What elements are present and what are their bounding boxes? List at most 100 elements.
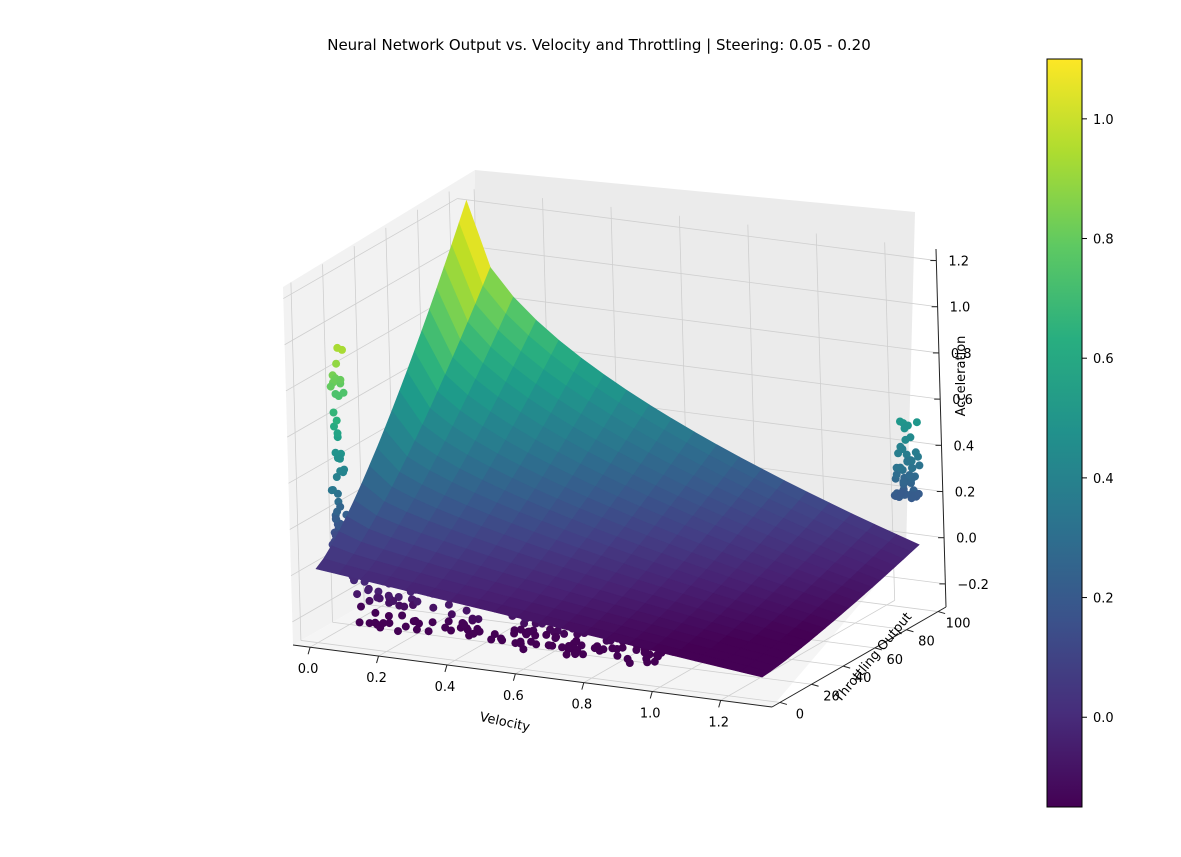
- scatter-point: [385, 619, 394, 628]
- y-tick-label: 0: [796, 707, 804, 722]
- x-axis-label: Velocity: [478, 710, 531, 735]
- scatter-point: [908, 492, 917, 501]
- x-tick-label: 0.8: [571, 698, 592, 713]
- scatter-point: [373, 593, 382, 602]
- grid-line: [284, 244, 459, 346]
- scatter-point: [562, 650, 571, 659]
- scatter-point: [374, 587, 383, 596]
- scatter-point: [475, 627, 484, 636]
- y-tick-label: 20: [823, 689, 840, 704]
- scatter-point: [613, 645, 621, 653]
- scatter-point: [355, 618, 364, 627]
- scatter-point: [912, 418, 921, 427]
- y-tick: [906, 629, 914, 633]
- scatter-point: [898, 445, 907, 454]
- grid-line: [459, 290, 939, 354]
- scatter-point: [560, 629, 569, 638]
- scatter-point: [336, 375, 345, 384]
- scatter-point: [331, 515, 340, 523]
- x-tick-label: 0.0: [298, 662, 319, 677]
- x-tick: [376, 655, 380, 664]
- x-tick: [307, 647, 311, 655]
- scatter-point: [650, 657, 659, 666]
- y-tick: [937, 611, 946, 615]
- scatter-point: [896, 463, 905, 472]
- scatter-point: [379, 619, 388, 628]
- scatter-point: [332, 473, 341, 481]
- z-axis-label: Acceleration: [954, 336, 969, 417]
- scatter-point: [444, 617, 453, 626]
- scatter-point: [903, 457, 912, 466]
- scatter-point: [905, 471, 914, 479]
- scatter-point: [384, 612, 393, 620]
- y-tick-label: 100: [946, 617, 971, 632]
- scatter-point: [892, 470, 901, 479]
- scatter-point: [326, 382, 335, 391]
- scatter-point: [498, 636, 507, 645]
- chart-title: Neural Network Output vs. Velocity and T…: [327, 36, 871, 54]
- scatter-point: [640, 648, 649, 657]
- scatter-point: [468, 614, 477, 623]
- scatter-point: [487, 635, 496, 644]
- scatter-point: [389, 597, 398, 605]
- scatter-point: [643, 658, 652, 667]
- scatter-point: [394, 627, 402, 636]
- scatter-point: [333, 343, 342, 352]
- scatter-point: [447, 610, 456, 619]
- scatter-point: [462, 606, 471, 615]
- scatter-point: [333, 429, 342, 438]
- scatter-point: [429, 603, 438, 612]
- grid-line: [458, 244, 938, 308]
- x-tick: [581, 682, 585, 690]
- scatter-point: [329, 408, 338, 417]
- x-tick: [649, 691, 653, 699]
- scatter-point: [908, 464, 916, 472]
- z-tick-label: 0.0: [956, 532, 977, 547]
- scatter-point: [424, 627, 433, 636]
- scatter-point: [531, 631, 540, 640]
- scatter-point: [339, 388, 348, 397]
- scatter-point: [625, 659, 634, 667]
- y-tick-label: 80: [918, 635, 935, 650]
- scatter-point: [333, 507, 342, 516]
- scatter-point: [398, 611, 407, 620]
- z-axis-line: [935, 248, 947, 608]
- colorbar-tick-label: 1.0: [1093, 113, 1114, 128]
- scatter-point: [525, 627, 534, 636]
- scatter-point: [632, 646, 641, 654]
- scatter-point: [558, 643, 567, 652]
- scatter-point: [911, 448, 920, 457]
- x-tick: [512, 673, 516, 681]
- scatter-points-back: [326, 343, 924, 666]
- surface: [315, 199, 920, 678]
- scatter-point: [469, 629, 478, 638]
- x-tick-label: 0.4: [435, 680, 456, 695]
- y-axis-line: [771, 606, 947, 708]
- scatter-point: [542, 630, 551, 639]
- axes: 0.0 0.2 0.4 0.6 0.8 1.0 1.2 0 20 40 60 80 100 −0.2 0.0…: [292, 248, 989, 730]
- scatter-point: [544, 641, 553, 650]
- scatter-point: [371, 608, 380, 617]
- z-tick-label: 1.0: [950, 301, 971, 316]
- scatter-point: [444, 600, 453, 609]
- scatter-point: [899, 478, 908, 486]
- grid-line: [283, 198, 458, 299]
- scatter-point: [384, 591, 393, 600]
- scatter-point: [353, 590, 362, 599]
- scatter-point: [571, 649, 580, 658]
- scatter-point: [900, 424, 909, 433]
- colorbar-tick-label: 0.6: [1093, 352, 1114, 367]
- scatter-point: [412, 625, 421, 634]
- x-tick-label: 0.2: [366, 671, 387, 686]
- scatter-point: [413, 597, 422, 606]
- scatter-point: [572, 637, 581, 645]
- scatter-point: [552, 633, 561, 641]
- z-tick-label: 0.6: [952, 393, 973, 408]
- scatter-point: [579, 650, 587, 659]
- colorbar: [1046, 58, 1083, 808]
- scatter-point: [411, 616, 420, 625]
- colorbar-ticks: 0.0 0.2 0.4 0.6 0.8 1.0: [1082, 113, 1114, 726]
- scatter-point: [365, 596, 374, 605]
- x-axis-line: [292, 644, 773, 708]
- z-tick-label: 0.8: [951, 347, 972, 362]
